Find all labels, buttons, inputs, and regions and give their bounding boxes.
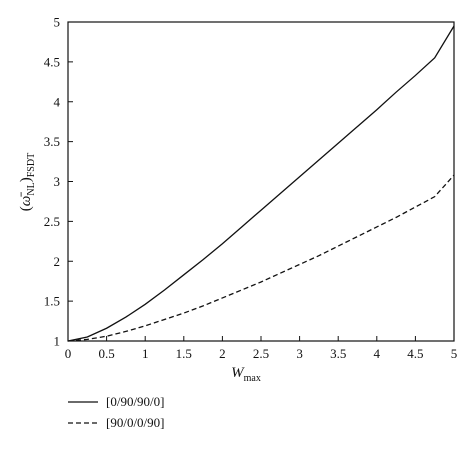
y-tick-label: 4.5: [44, 54, 60, 69]
x-tick-label: 2: [219, 346, 226, 361]
y-tick-label: 5: [54, 15, 61, 30]
svg-text:(ω̄NL)FSDT: (ω̄NL)FSDT: [18, 153, 37, 211]
series-line-1: [67, 25, 455, 342]
y-tick-label: 4: [54, 94, 61, 109]
y-tick-label: 3.5: [44, 134, 60, 149]
x-tick-label: 2.5: [253, 346, 269, 361]
x-axis-label: Wmax: [231, 365, 261, 384]
x-tick-label: 3: [296, 346, 303, 361]
x-axis-ticks: 0 0.5 1 1.5 2 2.5 3 3.5 4 4.5 5: [65, 336, 458, 361]
x-tick-label: 1: [142, 346, 149, 361]
legend: [0/90/90/0] [90/0/0/90]: [68, 394, 165, 430]
y-tick-label: 2: [54, 254, 61, 269]
y-tick-label: 1.5: [44, 294, 60, 309]
y-tick-label: 1: [54, 334, 61, 349]
x-tick-label: 5: [451, 346, 458, 361]
series-lines: [67, 25, 455, 342]
x-tick-label: 4: [374, 346, 381, 361]
y-tick-label: 3: [54, 174, 61, 189]
y-axis-label: (ω̄NL)FSDT: [18, 153, 37, 211]
x-tick-label: 0: [65, 346, 72, 361]
y-tick-label: 2.5: [44, 214, 60, 229]
x-tick-label: 0.5: [98, 346, 114, 361]
x-tick-label: 1.5: [176, 346, 192, 361]
legend-label-series-2: [90/0/0/90]: [106, 415, 165, 430]
x-tick-label: 3.5: [330, 346, 346, 361]
series-line-2: [67, 174, 455, 342]
plot-frame: [67, 21, 455, 342]
legend-label-series-1: [0/90/90/0]: [106, 394, 165, 409]
x-tick-label: 4.5: [407, 346, 423, 361]
y-axis-ticks: 1 1.5 2 2.5 3 3.5 4 4.5 5: [44, 15, 73, 349]
